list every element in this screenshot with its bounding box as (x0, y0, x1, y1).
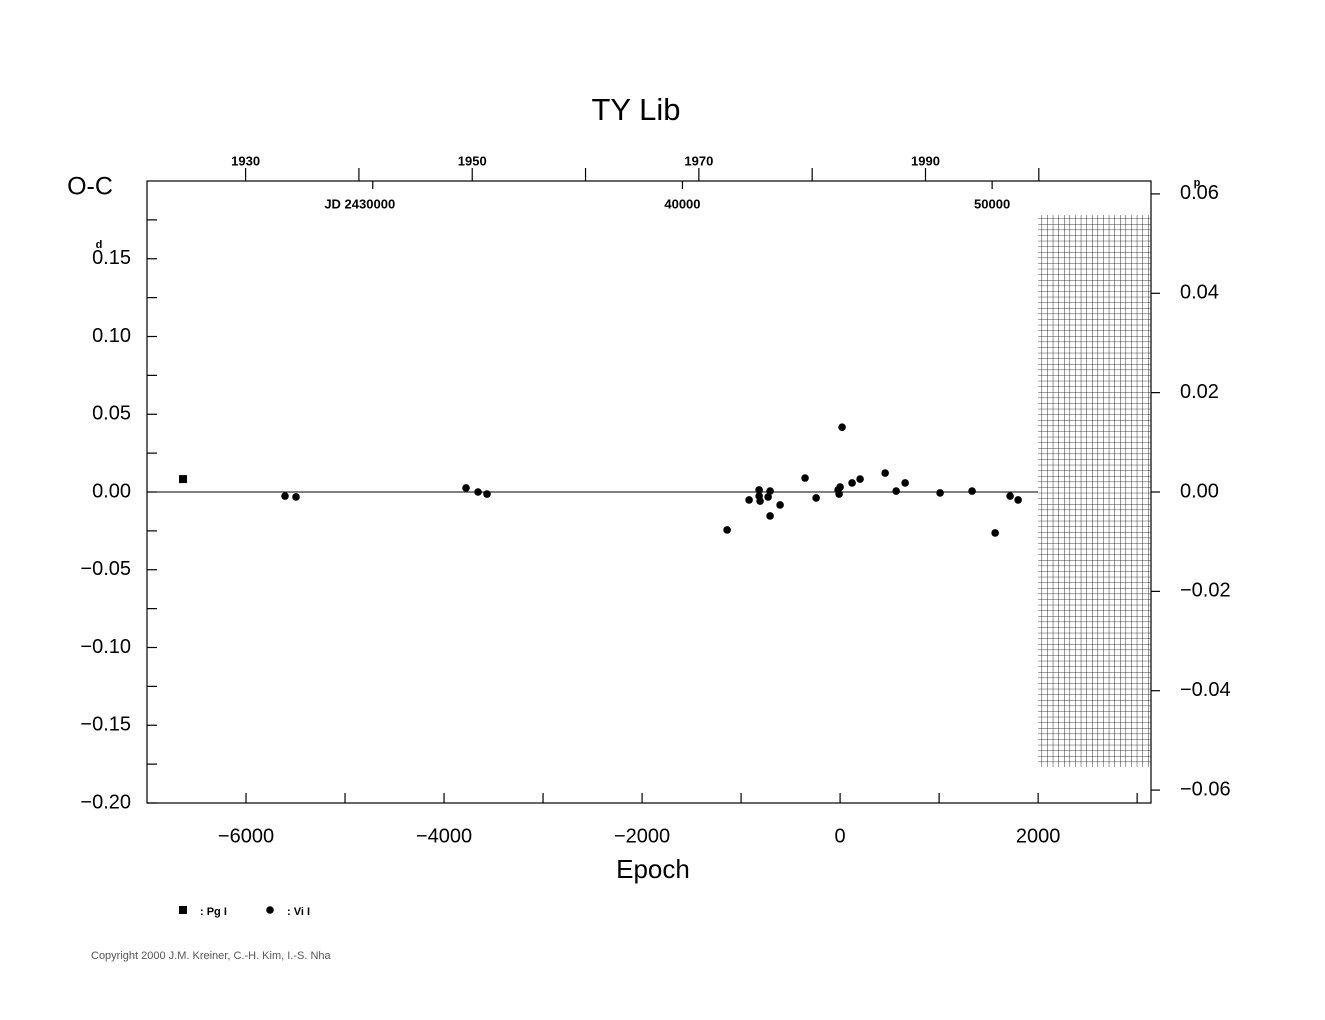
year-tick-label: 1990 (911, 153, 940, 168)
data-point (801, 474, 809, 482)
y2-tick-label: 0.06 (1180, 182, 1219, 204)
y2-tick-label: −0.02 (1180, 580, 1231, 602)
legend-label: : Pg I (200, 906, 227, 918)
y2-unit: p (1194, 177, 1201, 189)
data-point (1006, 492, 1014, 500)
hatched-region (1038, 215, 1151, 767)
data-point (756, 497, 764, 505)
y2-tick-label: −0.04 (1180, 679, 1231, 701)
y2-tick-label: 0.04 (1180, 282, 1219, 304)
data-point (179, 475, 188, 484)
jd-tick-label: JD 2430000 (324, 196, 395, 211)
year-tick-label: 1930 (231, 153, 260, 168)
data-point (462, 484, 470, 492)
y-tick-label: −0.15 (80, 714, 131, 736)
y-tick-label: 0.10 (92, 325, 131, 347)
data-point (835, 490, 843, 498)
data-point (776, 501, 784, 509)
data-point (281, 492, 289, 500)
year-tick-label: 1970 (684, 153, 713, 168)
data-point (292, 493, 300, 501)
data-point (812, 494, 820, 502)
data-point (936, 489, 944, 497)
y2-tick-label: 0.00 (1180, 480, 1219, 502)
data-point (483, 490, 491, 498)
data-point (474, 488, 482, 496)
copyright: Copyright 2000 J.M. Kreiner, C.-H. Kim, … (91, 950, 332, 962)
data-point (881, 469, 889, 477)
y2-tick-label: −0.06 (1180, 778, 1231, 800)
year-tick-label: 1950 (458, 153, 487, 168)
jd-tick-label: 40000 (664, 196, 700, 211)
data-point (1014, 496, 1022, 504)
data-point (723, 526, 731, 534)
y-tick-label: 0.15 (92, 247, 131, 269)
data-point (991, 529, 999, 537)
data-point (901, 479, 909, 487)
legend-label: : Vi I (287, 906, 310, 918)
x-tick-label: −6000 (218, 825, 274, 847)
data-point (766, 512, 774, 520)
x-tick-label: 0 (835, 825, 846, 847)
y-tick-label: 0.05 (92, 403, 131, 425)
data-point (745, 496, 753, 504)
x-tick-label: 2000 (1016, 825, 1061, 847)
data-point (968, 487, 976, 495)
y-tick-label: 0.00 (92, 480, 131, 502)
data-point (766, 487, 774, 495)
y-tick-label: −0.20 (80, 791, 131, 813)
y-tick-label: −0.05 (80, 558, 131, 580)
data-point (838, 423, 846, 431)
data-point (848, 479, 856, 487)
legend-marker (266, 906, 274, 914)
y2-tick-label: 0.02 (1180, 381, 1219, 403)
x-tick-label: −2000 (614, 825, 670, 847)
data-point (836, 483, 844, 491)
data-point (764, 493, 772, 501)
data-point (856, 475, 864, 483)
jd-tick-label: 50000 (974, 196, 1010, 211)
y-axis-label: O-C (67, 173, 113, 201)
x-tick-label: −4000 (416, 825, 472, 847)
x-axis-label: Epoch (616, 854, 690, 884)
legend-marker (179, 906, 187, 914)
data-point (755, 486, 763, 494)
y-tick-label: −0.10 (80, 636, 131, 658)
y-unit: d (96, 239, 103, 251)
data-point (892, 487, 900, 495)
chart-title: TY Lib (591, 92, 680, 127)
